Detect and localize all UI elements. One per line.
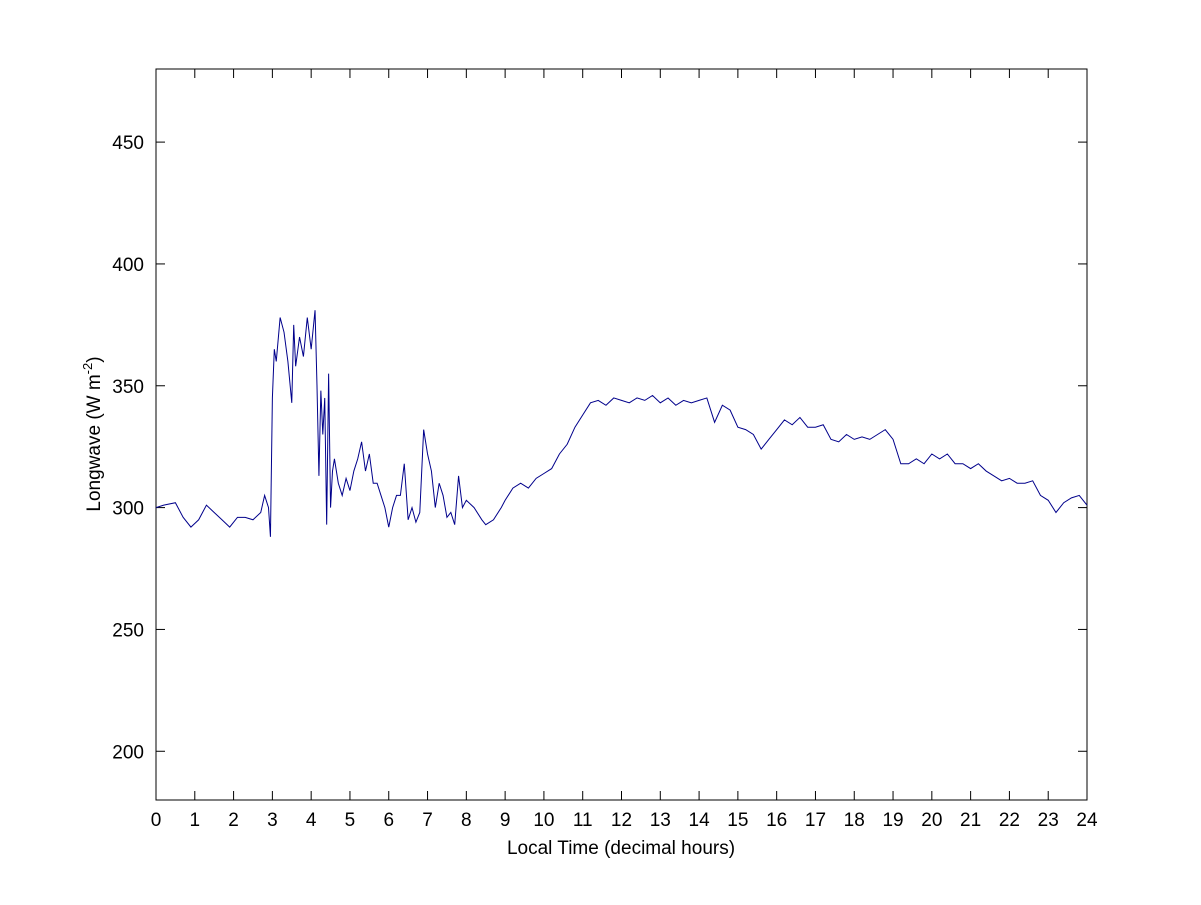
x-tick-label: 12 <box>611 810 632 831</box>
x-tick-label: 21 <box>960 810 981 831</box>
y-tick-label: 200 <box>112 742 144 763</box>
x-tick-label: 18 <box>844 810 865 831</box>
x-tick-label: 3 <box>267 810 278 831</box>
x-tick-label: 24 <box>1076 810 1098 831</box>
x-tick-label: 11 <box>573 810 593 831</box>
x-tick-label: 9 <box>500 810 511 831</box>
x-tick-label: 0 <box>151 810 162 831</box>
x-tick-label: 2 <box>228 810 239 831</box>
x-tick-label: 15 <box>727 810 748 831</box>
x-axis-label: Local Time (decimal hours) <box>507 838 735 859</box>
x-tick-label: 4 <box>306 810 317 831</box>
x-tick-label: 5 <box>345 810 356 831</box>
y-tick-label: 450 <box>112 133 144 154</box>
x-tick-label: 17 <box>805 810 826 831</box>
x-tick-label: 16 <box>766 810 787 831</box>
plot-frame <box>155 68 1088 801</box>
x-tick-label: 6 <box>383 810 394 831</box>
x-tick-label: 22 <box>999 810 1020 831</box>
x-tick-label: 19 <box>882 810 903 831</box>
x-tick-label: 14 <box>689 810 711 831</box>
y-label-close: ) <box>84 356 105 362</box>
y-tick-label: 250 <box>112 620 144 641</box>
x-tick-label: 1 <box>190 810 201 831</box>
x-tick-label: 8 <box>461 810 472 831</box>
y-label-text: Longwave (W m <box>84 374 105 511</box>
y-tick-label: 300 <box>112 499 144 520</box>
x-tick-label: 13 <box>650 810 671 831</box>
y-axis-label: Longwave (W m-2) <box>80 356 105 511</box>
x-tick-label: 10 <box>533 810 554 831</box>
data-line <box>155 310 1088 537</box>
x-tick-label: 23 <box>1038 810 1059 831</box>
x-tick-label: 20 <box>921 810 942 831</box>
x-tick-label: 7 <box>422 810 433 831</box>
y-label-sup: -2 <box>80 363 95 375</box>
y-tick-label: 400 <box>112 255 144 276</box>
y-tick-label: 350 <box>112 377 144 398</box>
